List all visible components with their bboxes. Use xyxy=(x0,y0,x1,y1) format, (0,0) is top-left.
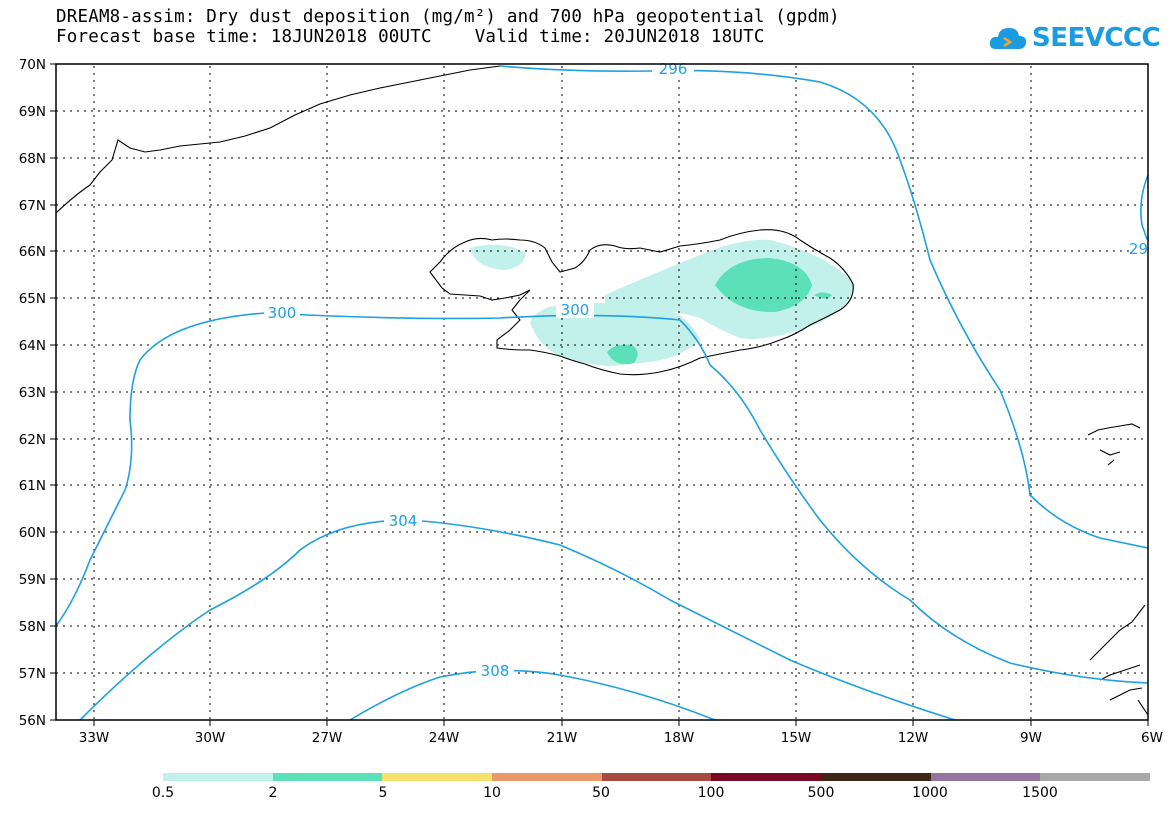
legend-label: 100 xyxy=(697,785,725,801)
lon-label: 30W xyxy=(195,730,226,746)
contour-label-296: 296 xyxy=(659,60,688,78)
lat-label: 62N xyxy=(19,432,46,448)
lon-label: 12W xyxy=(898,730,929,746)
lat-label: 58N xyxy=(19,619,46,635)
coastlines xyxy=(55,65,1149,716)
faroe-coast xyxy=(1087,423,1141,466)
grid-lines xyxy=(56,66,1148,720)
contour-label-308: 308 xyxy=(481,662,510,680)
map-subtitle: Forecast base time: 18JUN2018 00UTC Vali… xyxy=(56,27,765,47)
lat-ticks xyxy=(50,63,56,721)
legend-swatch xyxy=(711,773,822,781)
lat-label: 60N xyxy=(19,525,46,541)
iceland-coast xyxy=(429,229,854,376)
lat-labels: 70N 69N 68N 67N 66N 65N 64N 63N 62N 61N … xyxy=(19,57,46,729)
lat-label: 70N xyxy=(19,57,46,73)
lon-label: 27W xyxy=(312,730,343,746)
contour-label-304: 304 xyxy=(389,512,418,530)
legend-label: 2 xyxy=(268,785,278,801)
legend-label: 1500 xyxy=(1022,785,1058,801)
legend-swatch xyxy=(930,773,1041,781)
contour-label-29: 29 xyxy=(1129,240,1148,258)
legend-label: 500 xyxy=(807,785,835,801)
lat-label: 67N xyxy=(19,198,46,214)
legend-label: 10 xyxy=(483,785,501,801)
map-title: DREAM8-assim: Dry dust deposition (mg/m²… xyxy=(56,7,840,27)
legend-label: 0.5 xyxy=(151,785,175,801)
contour-label-300-west: 300 xyxy=(268,304,297,322)
lon-label: 24W xyxy=(429,730,460,746)
legend-label: 50 xyxy=(592,785,610,801)
color-legend xyxy=(163,773,1151,781)
lon-label: 6W xyxy=(1141,730,1163,746)
legend-swatch xyxy=(272,773,383,781)
cloud-icon xyxy=(989,28,1027,49)
dust-deposition-fill xyxy=(470,239,855,366)
lat-label: 64N xyxy=(19,338,46,354)
seevccc-logo: SEEVCCC xyxy=(988,20,1161,56)
lat-label: 63N xyxy=(19,385,46,401)
legend-swatch xyxy=(382,773,493,781)
lat-label: 68N xyxy=(19,151,46,167)
legend-swatch xyxy=(1040,773,1151,781)
logo-text: SEEVCCC xyxy=(1032,23,1161,53)
greenland-coast xyxy=(55,65,501,214)
lon-label: 33W xyxy=(79,730,110,746)
legend-swatch xyxy=(163,773,273,781)
lon-label: 15W xyxy=(781,730,812,746)
legend-swatch xyxy=(601,773,712,781)
lon-label: 18W xyxy=(664,730,695,746)
legend-label: 1000 xyxy=(912,785,948,801)
legend-swatch xyxy=(821,773,931,781)
legend-label: 5 xyxy=(378,785,388,801)
legend-swatch xyxy=(492,773,602,781)
lat-label: 66N xyxy=(19,244,46,260)
lon-labels: 33W 30W 27W 24W 21W 18W 15W 12W 9W 6W xyxy=(79,730,1163,746)
lon-label: 9W xyxy=(1020,730,1042,746)
lat-label: 59N xyxy=(19,572,46,588)
geopotential-contours xyxy=(55,65,1149,721)
lat-label: 61N xyxy=(19,478,46,494)
lat-label: 65N xyxy=(19,291,46,307)
contour-label-300-east: 300 xyxy=(561,301,590,319)
lon-ticks xyxy=(93,720,1149,726)
lat-label: 69N xyxy=(19,104,46,120)
lon-label: 21W xyxy=(547,730,578,746)
lat-label: 56N xyxy=(19,713,46,729)
lat-label: 57N xyxy=(19,666,46,682)
scotland-coast xyxy=(1089,604,1149,716)
